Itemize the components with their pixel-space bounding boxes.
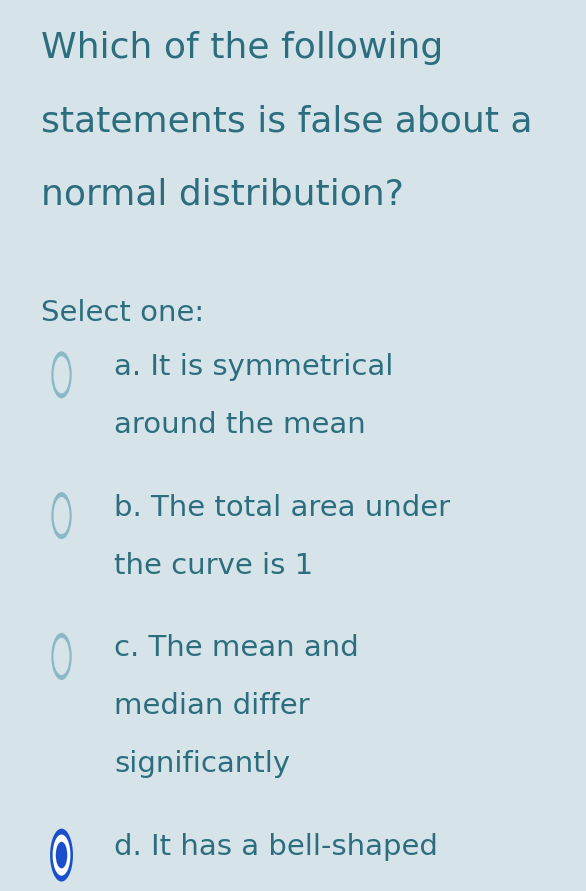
Ellipse shape bbox=[53, 356, 70, 394]
Ellipse shape bbox=[56, 842, 67, 869]
Text: median differ: median differ bbox=[114, 692, 310, 720]
Ellipse shape bbox=[53, 497, 70, 535]
Ellipse shape bbox=[53, 835, 70, 876]
Text: the curve is 1: the curve is 1 bbox=[114, 552, 314, 579]
Text: b. The total area under: b. The total area under bbox=[114, 494, 451, 521]
Text: d. It has a bell-shaped: d. It has a bell-shaped bbox=[114, 833, 438, 861]
Text: Select one:: Select one: bbox=[41, 299, 204, 327]
Text: around the mean: around the mean bbox=[114, 411, 366, 438]
Text: c. The mean and: c. The mean and bbox=[114, 634, 359, 662]
Text: statements is false about a: statements is false about a bbox=[41, 104, 533, 138]
Text: Which of the following: Which of the following bbox=[41, 31, 443, 65]
Ellipse shape bbox=[52, 351, 71, 398]
Ellipse shape bbox=[50, 829, 73, 881]
Ellipse shape bbox=[52, 633, 71, 680]
Ellipse shape bbox=[53, 638, 70, 675]
Text: normal distribution?: normal distribution? bbox=[41, 177, 404, 211]
Text: significantly: significantly bbox=[114, 750, 291, 778]
Text: a. It is symmetrical: a. It is symmetrical bbox=[114, 353, 394, 380]
Ellipse shape bbox=[52, 492, 71, 539]
